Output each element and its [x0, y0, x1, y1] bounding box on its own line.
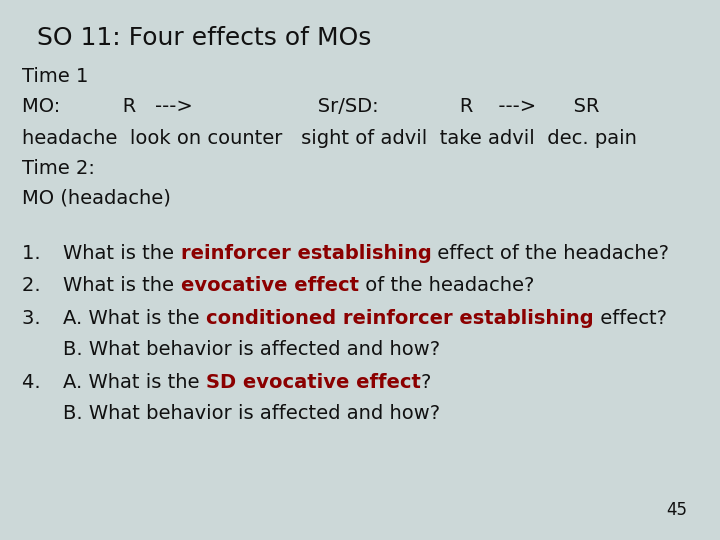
Text: SD evocative effect: SD evocative effect: [206, 373, 421, 392]
Text: evocative effect: evocative effect: [181, 276, 359, 295]
Text: MO (headache): MO (headache): [22, 189, 171, 208]
Text: B. What behavior is affected and how?: B. What behavior is affected and how?: [63, 404, 441, 423]
Text: MO:          R   --->                    Sr/SD:             R    --->      SR: MO: R ---> Sr/SD: R ---> SR: [22, 97, 599, 116]
Text: Time 2:: Time 2:: [22, 159, 94, 178]
Text: 4.: 4.: [22, 373, 53, 392]
Text: effect?: effect?: [594, 309, 667, 328]
Text: reinforcer establishing: reinforcer establishing: [181, 244, 431, 263]
Text: 2.: 2.: [22, 276, 53, 295]
Text: 3.: 3.: [22, 309, 53, 328]
Text: effect of the headache?: effect of the headache?: [431, 244, 670, 263]
Text: 1.: 1.: [22, 244, 53, 263]
Text: 45: 45: [667, 502, 688, 519]
Text: What is the: What is the: [63, 276, 181, 295]
Text: B. What behavior is affected and how?: B. What behavior is affected and how?: [63, 340, 441, 359]
Text: conditioned reinforcer establishing: conditioned reinforcer establishing: [206, 309, 594, 328]
Text: of the headache?: of the headache?: [359, 276, 534, 295]
Text: ?: ?: [421, 373, 431, 392]
Text: A. What is the: A. What is the: [63, 309, 206, 328]
Text: SO 11: Four effects of MOs: SO 11: Four effects of MOs: [37, 26, 372, 50]
Text: Time 1: Time 1: [22, 68, 88, 86]
Text: headache  look on counter   sight of advil  take advil  dec. pain: headache look on counter sight of advil …: [22, 129, 636, 147]
Text: What is the: What is the: [63, 244, 181, 263]
Text: A. What is the: A. What is the: [63, 373, 206, 392]
